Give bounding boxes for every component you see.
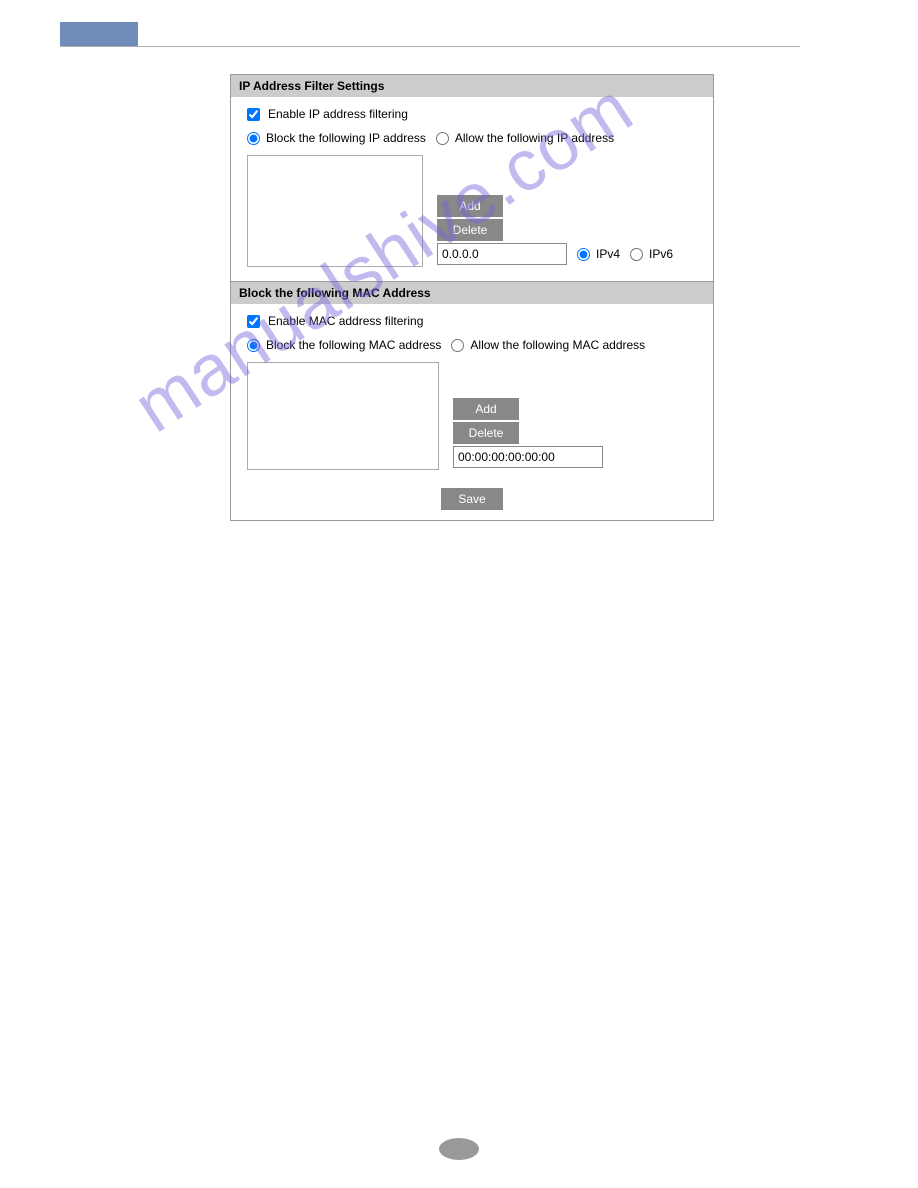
block-mac-label: Block the following MAC address — [266, 338, 441, 352]
enable-ip-filtering-label: Enable IP address filtering — [268, 107, 408, 121]
mac-section-title: Block the following MAC Address — [231, 281, 713, 304]
block-ip-label: Block the following IP address — [266, 131, 426, 145]
allow-ip-label: Allow the following IP address — [455, 131, 614, 145]
delete-ip-button[interactable]: Delete — [437, 219, 503, 241]
add-ip-button[interactable]: Add — [437, 195, 503, 217]
mac-section-body: Enable MAC address filtering Block the f… — [231, 304, 713, 484]
footer-page-oval — [439, 1138, 479, 1160]
allow-mac-label: Allow the following MAC address — [470, 338, 645, 352]
ipv4-label: IPv4 — [596, 247, 620, 261]
ip-address-listbox[interactable] — [247, 155, 423, 267]
allow-ip-radio[interactable] — [436, 132, 449, 145]
header-accent-bar — [60, 22, 138, 46]
save-button[interactable]: Save — [441, 488, 503, 510]
ipv6-radio[interactable] — [630, 248, 643, 261]
enable-mac-filtering-checkbox[interactable] — [247, 315, 260, 328]
block-ip-radio[interactable] — [247, 132, 260, 145]
header-divider — [60, 46, 800, 47]
ip-address-input[interactable] — [437, 243, 567, 265]
block-mac-radio[interactable] — [247, 339, 260, 352]
enable-ip-filtering-checkbox[interactable] — [247, 108, 260, 121]
mac-address-listbox[interactable] — [247, 362, 439, 470]
delete-mac-button[interactable]: Delete — [453, 422, 519, 444]
ipv4-radio[interactable] — [577, 248, 590, 261]
ip-section-title: IP Address Filter Settings — [231, 74, 713, 97]
mac-address-input[interactable] — [453, 446, 603, 468]
add-mac-button[interactable]: Add — [453, 398, 519, 420]
ipv6-label: IPv6 — [649, 247, 673, 261]
ip-section-body: Enable IP address filtering Block the fo… — [231, 97, 713, 281]
allow-mac-radio[interactable] — [451, 339, 464, 352]
settings-panel: IP Address Filter Settings Enable IP add… — [230, 74, 714, 521]
enable-mac-filtering-label: Enable MAC address filtering — [268, 314, 423, 328]
